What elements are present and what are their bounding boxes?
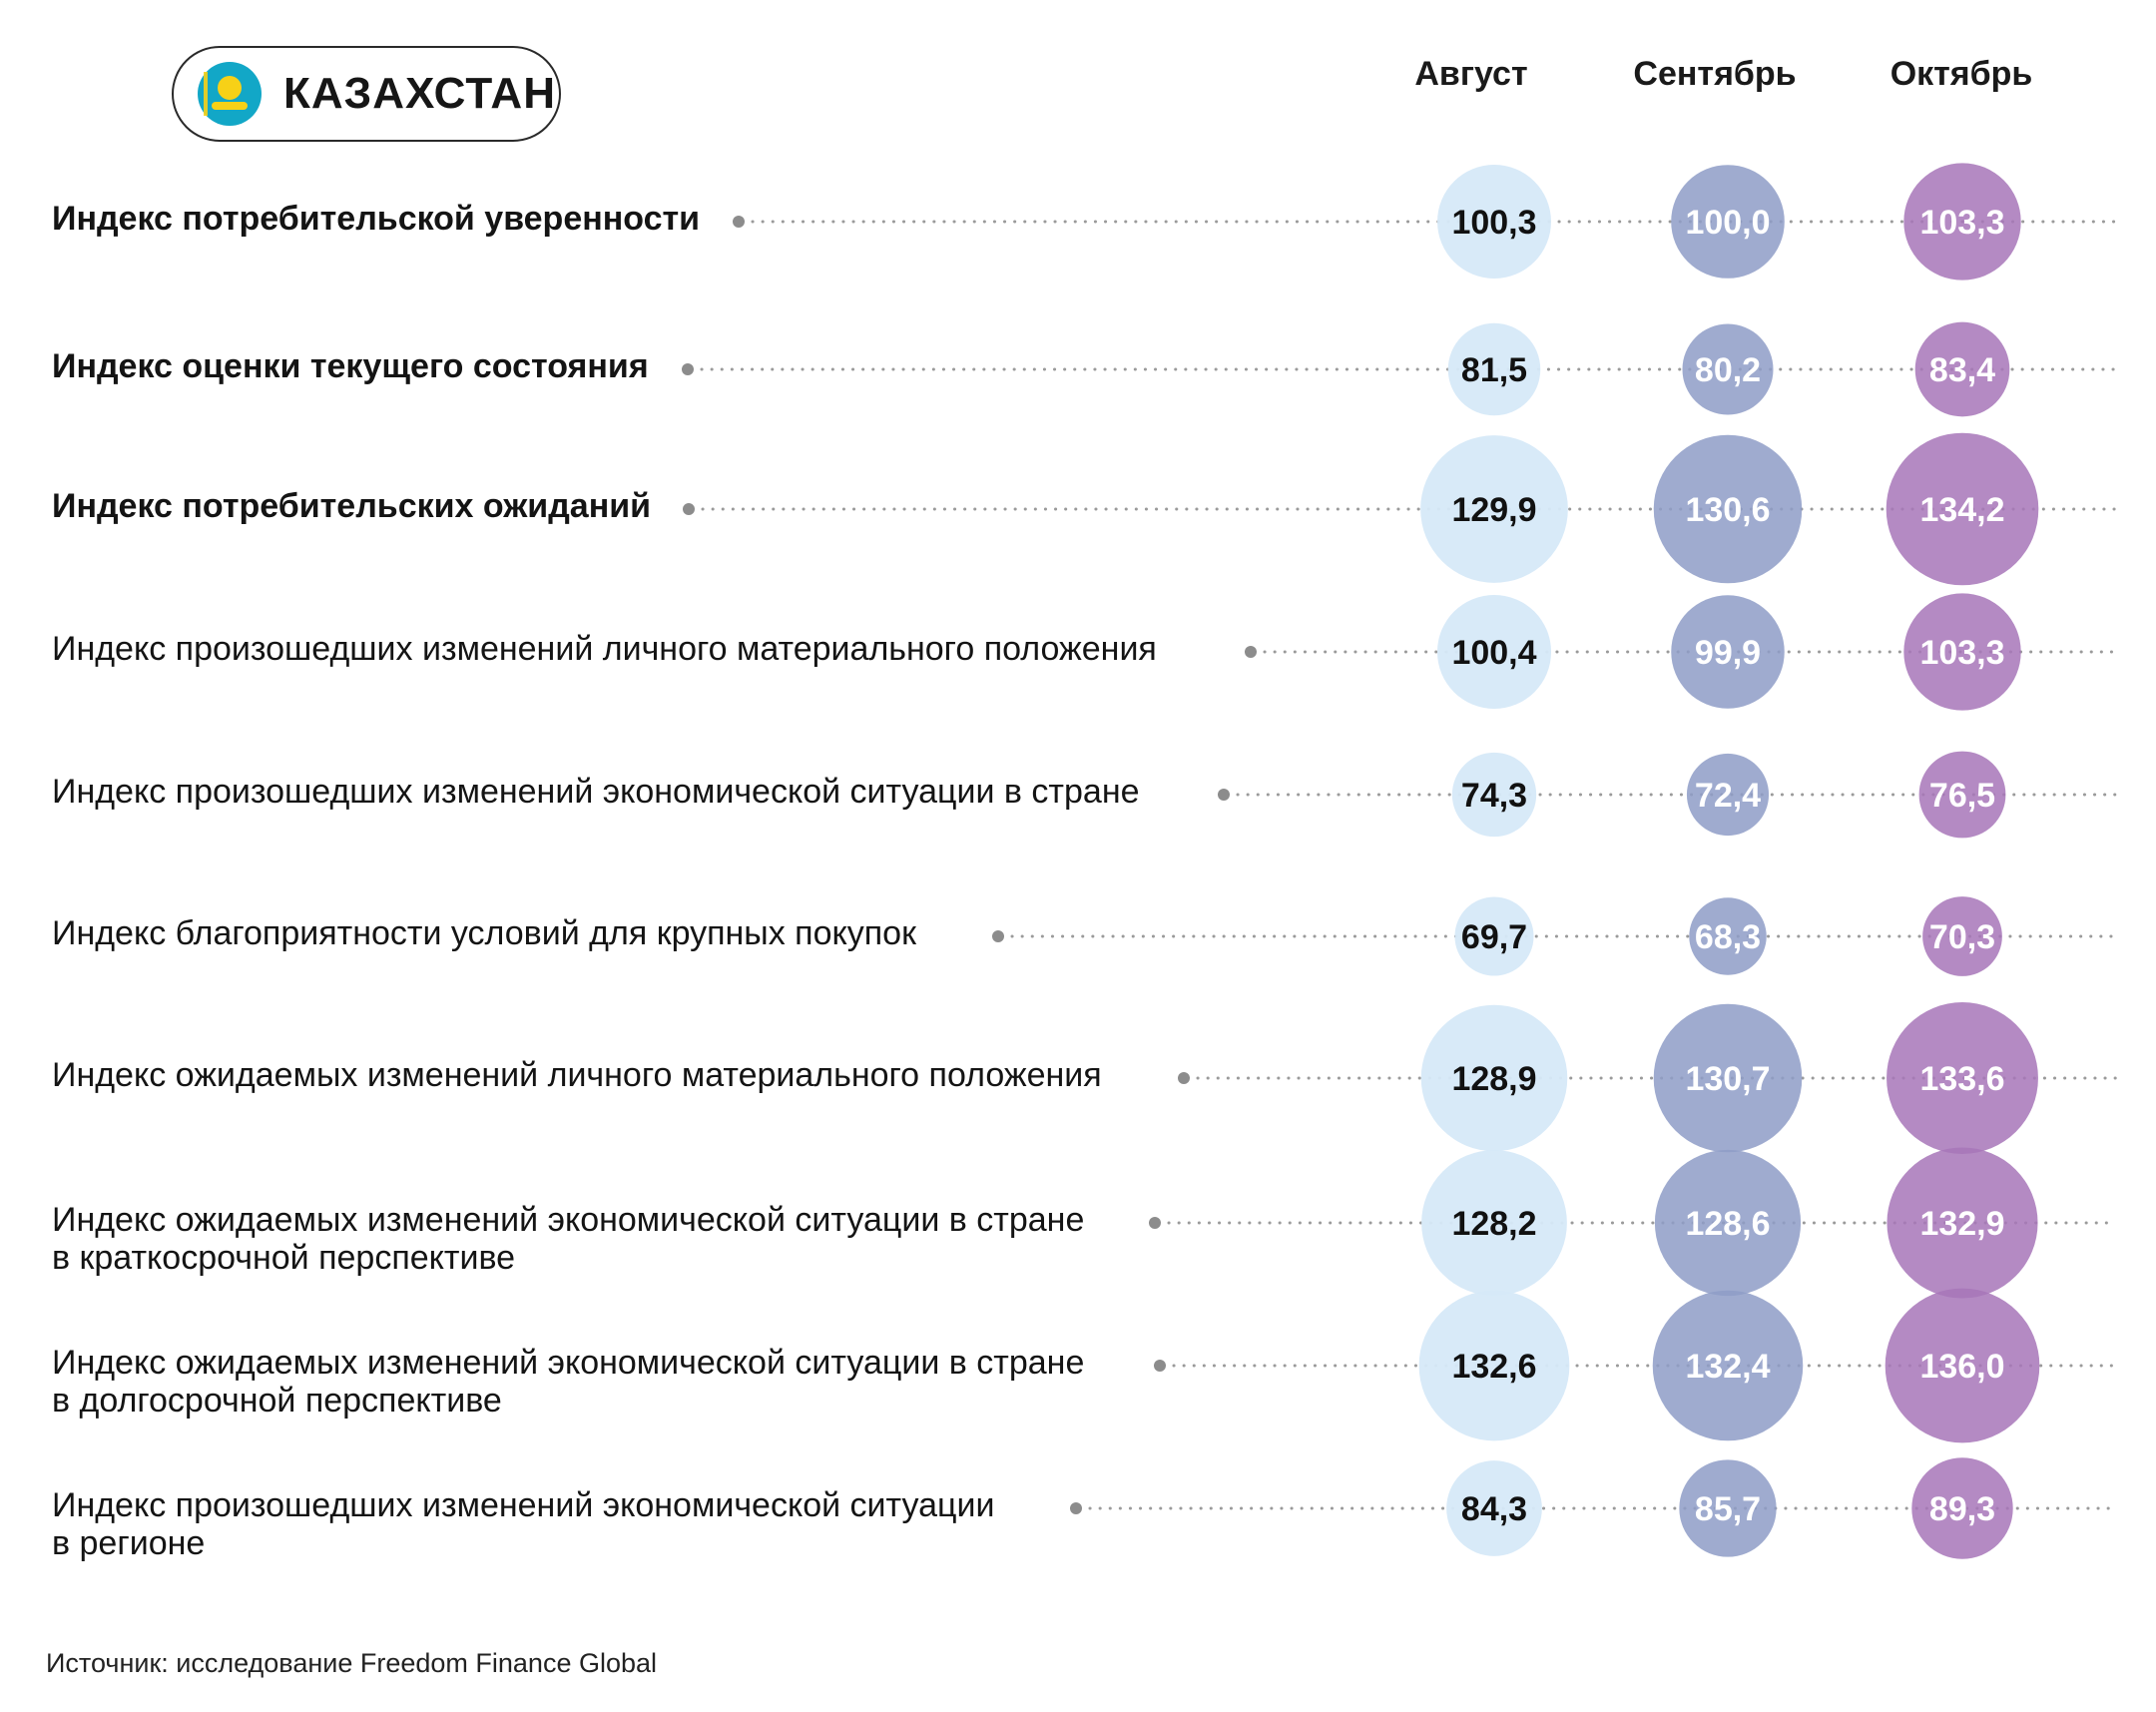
bubble-september-6	[1653, 1003, 1803, 1153]
bubble-october-3	[1903, 593, 2021, 711]
bubble-september-7	[1654, 1149, 1802, 1297]
value-label-october-9: 89,3	[1929, 1490, 1995, 1528]
bubble-october-4	[1918, 751, 2006, 839]
value-label-august-2: 129,9	[1451, 491, 1536, 529]
bubble-september-3	[1671, 595, 1785, 709]
bubble-september-9	[1679, 1459, 1777, 1557]
row-bullet-1	[682, 363, 694, 375]
bubble-september-5	[1689, 897, 1767, 975]
country-title: КАЗАХСТАН	[283, 69, 556, 118]
bubble-october-8	[1885, 1288, 2040, 1443]
row-bullet-4	[1218, 789, 1230, 801]
value-label-august-3: 100,4	[1451, 634, 1536, 672]
value-label-october-2: 134,2	[1919, 491, 2004, 529]
row-label-7-line-0: Индекс ожидаемых изменений экономической…	[52, 1201, 1085, 1239]
value-label-october-0: 103,3	[1919, 204, 2004, 242]
row-label-9-line-0: Индекс произошедших изменений экономичес…	[52, 1486, 995, 1524]
row-label-5: Индекс благоприятности условий для крупн…	[52, 914, 916, 952]
bubble-august-5	[1454, 896, 1534, 976]
bubble-september-8	[1652, 1290, 1804, 1441]
value-label-august-0: 100,3	[1451, 204, 1536, 242]
row-label-7-line-1: в краткосрочной перспективе	[52, 1239, 516, 1277]
bubble-october-2	[1886, 432, 2039, 586]
kazakhstan-flag-icon	[198, 62, 262, 126]
value-label-september-2: 130,6	[1685, 491, 1770, 529]
row-label-0: Индекс потребительской уверенности	[52, 200, 701, 238]
value-label-october-1: 83,4	[1929, 351, 1995, 389]
value-label-october-6: 133,6	[1919, 1060, 2004, 1098]
row-label-3: Индекс произошедших изменений личного ма…	[52, 630, 1157, 668]
row-label-6: Индекс ожидаемых изменений личного матер…	[52, 1056, 1102, 1094]
bubble-october-9	[1911, 1457, 2013, 1559]
value-label-september-8: 132,4	[1685, 1348, 1770, 1386]
value-label-october-7: 132,9	[1919, 1205, 2004, 1243]
row-bullet-2	[683, 503, 695, 515]
bubble-october-5	[1922, 896, 2002, 976]
value-label-october-4: 76,5	[1929, 777, 1995, 815]
row-label-4: Индекс произошедших изменений экономичес…	[52, 773, 1140, 811]
row-bullet-6	[1178, 1072, 1190, 1084]
row-label-9-line-1: в регионе	[52, 1524, 206, 1562]
bubble-august-4	[1451, 752, 1537, 838]
value-label-august-1: 81,5	[1461, 351, 1527, 389]
bubble-october-1	[1914, 321, 2010, 417]
value-label-october-3: 103,3	[1919, 634, 2004, 672]
value-label-october-8: 136,0	[1919, 1348, 2004, 1386]
bubble-october-0	[1903, 163, 2021, 281]
row-label-8-line-0: Индекс ожидаемых изменений экономической…	[52, 1344, 1085, 1382]
row-bullet-7	[1149, 1217, 1161, 1229]
row-bullet-8	[1154, 1360, 1166, 1372]
value-label-september-3: 99,9	[1695, 634, 1761, 672]
bubble-september-1	[1682, 323, 1774, 415]
value-label-august-4: 74,3	[1461, 777, 1527, 815]
row-label-8-line-1: в долгосрочной перспективе	[52, 1382, 502, 1420]
row-label-1: Индекс оценки текущего состояния	[52, 347, 649, 385]
value-label-august-9: 84,3	[1461, 1490, 1527, 1528]
column-header-september: Сентябрь	[1633, 55, 1797, 93]
value-label-september-0: 100,0	[1685, 204, 1770, 242]
bubble-october-7	[1886, 1147, 2038, 1299]
value-label-august-5: 69,7	[1461, 918, 1527, 956]
value-label-october-5: 70,3	[1929, 918, 1995, 956]
value-label-september-9: 85,7	[1695, 1490, 1761, 1528]
bubble-august-0	[1437, 165, 1551, 279]
column-header-august: Август	[1414, 55, 1528, 93]
value-label-september-7: 128,6	[1685, 1205, 1770, 1243]
bubble-august-6	[1420, 1004, 1568, 1152]
country-badge: КАЗАХСТАН	[172, 46, 561, 142]
value-label-august-8: 132,6	[1451, 1348, 1536, 1386]
row-label-2: Индекс потребительских ожиданий	[52, 487, 652, 525]
bubble-september-0	[1671, 165, 1785, 279]
bubble-september-4	[1686, 753, 1770, 837]
value-label-august-6: 128,9	[1451, 1060, 1536, 1098]
row-bullet-0	[733, 216, 745, 228]
bubble-october-6	[1886, 1002, 2038, 1154]
bubble-august-8	[1418, 1290, 1570, 1441]
value-label-september-1: 80,2	[1695, 351, 1761, 389]
row-bullet-3	[1245, 646, 1257, 658]
value-label-september-5: 68,3	[1695, 918, 1761, 956]
bubble-september-2	[1653, 434, 1803, 584]
row-bullet-9	[1070, 1502, 1082, 1514]
row-bullet-5	[992, 930, 1004, 942]
bubble-august-1	[1447, 322, 1541, 416]
column-header-october: Октябрь	[1889, 55, 2033, 93]
source-note: Источник: исследование Freedom Finance G…	[46, 1648, 658, 1678]
bubble-august-3	[1436, 594, 1552, 710]
value-label-september-4: 72,4	[1695, 777, 1761, 815]
bubble-august-7	[1421, 1150, 1567, 1296]
value-label-august-7: 128,2	[1451, 1205, 1536, 1243]
bubble-august-2	[1420, 435, 1568, 583]
value-label-september-6: 130,7	[1685, 1060, 1770, 1098]
bubble-august-9	[1446, 1460, 1542, 1556]
